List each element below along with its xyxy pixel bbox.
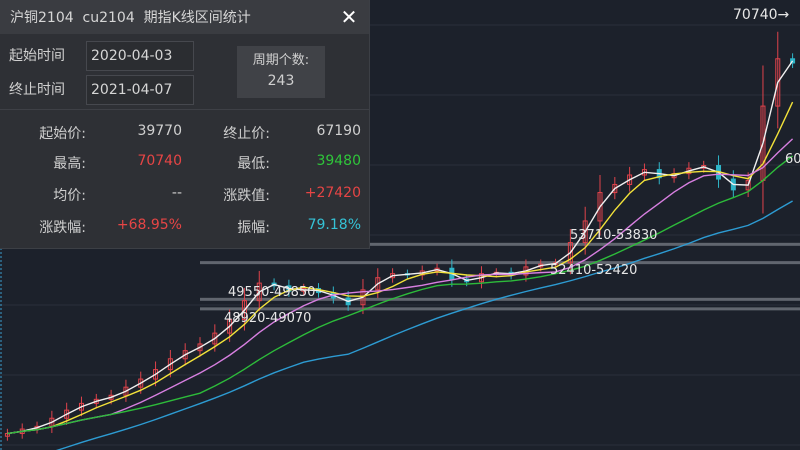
end-time-input[interactable]: 2021-04-07: [86, 75, 194, 105]
candle-body: [567, 242, 573, 264]
period-count-label: 周期个数:: [252, 53, 310, 68]
ma-line-24: [55, 200, 793, 450]
ma-line-14: [7, 155, 794, 435]
candle-body: [182, 350, 188, 360]
candle-body: [582, 220, 588, 244]
high-marker: 70740→: [733, 7, 790, 23]
candle-body: [256, 282, 262, 302]
candle-body: [375, 277, 381, 291]
change-pct-value: +68.95%: [116, 217, 182, 233]
end-time-label: 终止时间: [9, 82, 65, 98]
change-pct-label: 涨跌幅:: [39, 220, 86, 236]
start-price-label: 起始价:: [39, 126, 86, 142]
candle-body: [612, 183, 618, 194]
zone-label: 49550-49850: [228, 285, 316, 301]
zone-label: 48920-49070: [224, 310, 312, 326]
high-value: 70740: [137, 153, 182, 169]
amplitude-value: 79.18%: [307, 217, 361, 233]
start-time-input[interactable]: 2020-04-03: [86, 41, 194, 71]
candle-body: [241, 300, 247, 321]
zone-band: [200, 261, 800, 265]
ma-line-8: [7, 138, 794, 435]
dialog-titlebar[interactable]: 沪铜2104 cu2104 期指K线区间统计 ✕: [0, 0, 369, 34]
zone-band: [200, 242, 800, 246]
avg-value: --: [171, 185, 182, 201]
start-price-value: 39770: [137, 123, 182, 139]
end-price-label: 终止价:: [223, 126, 270, 142]
candle-body: [627, 174, 633, 185]
candle-body: [138, 378, 144, 388]
divider: [0, 109, 369, 110]
candle-body: [212, 332, 218, 345]
period-count-value: 243: [267, 73, 295, 89]
close-icon[interactable]: ✕: [340, 5, 358, 29]
partial-price-label: 60: [785, 152, 800, 167]
candle-body: [64, 409, 70, 419]
change-label: 涨跌值:: [223, 188, 270, 204]
end-price-value: 67190: [316, 123, 361, 139]
candle-body: [197, 343, 203, 352]
candle-body: [227, 319, 233, 334]
zone-label: 53710-53830: [570, 228, 658, 244]
zone-band: [200, 297, 800, 301]
low-value: 39480: [316, 153, 361, 169]
zone-label: 52410-52420: [550, 262, 638, 278]
change-value: +27420: [304, 185, 361, 201]
high-label: 最高:: [53, 156, 86, 172]
low-label: 最低:: [237, 156, 270, 172]
candle-body: [597, 192, 603, 222]
ma-line-4: [7, 101, 794, 435]
candle-body: [153, 369, 159, 380]
candle-body: [123, 386, 129, 396]
amplitude-label: 振幅:: [237, 220, 270, 236]
interval-stats-dialog: 沪铜2104 cu2104 期指K线区间统计 ✕ 起始时间 2020-04-03…: [0, 0, 370, 249]
avg-label: 均价:: [53, 188, 86, 204]
dialog-title: 沪铜2104 cu2104 期指K线区间统计: [10, 10, 251, 26]
ma-line-2: [7, 60, 794, 435]
period-count-box: 周期个数: 243: [237, 46, 325, 98]
candle-body: [790, 58, 796, 64]
zone-band: [200, 307, 800, 311]
candle-body: [775, 58, 781, 107]
candle-body: [167, 358, 173, 371]
start-time-label: 起始时间: [9, 48, 65, 64]
